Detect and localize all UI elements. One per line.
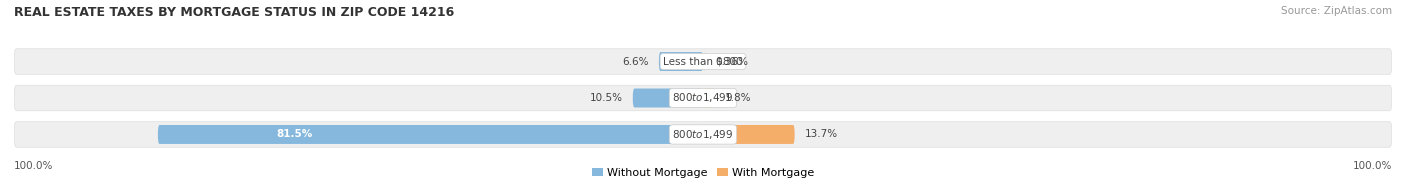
Text: 6.6%: 6.6% bbox=[623, 56, 648, 66]
Legend: Without Mortgage, With Mortgage: Without Mortgage, With Mortgage bbox=[592, 168, 814, 178]
Text: $800 to $1,499: $800 to $1,499 bbox=[672, 92, 734, 104]
FancyBboxPatch shape bbox=[14, 122, 1392, 147]
Text: REAL ESTATE TAXES BY MORTGAGE STATUS IN ZIP CODE 14216: REAL ESTATE TAXES BY MORTGAGE STATUS IN … bbox=[14, 6, 454, 19]
Text: Less than $800: Less than $800 bbox=[664, 56, 742, 66]
FancyBboxPatch shape bbox=[633, 89, 703, 107]
Text: 100.0%: 100.0% bbox=[1353, 161, 1392, 171]
Text: Source: ZipAtlas.com: Source: ZipAtlas.com bbox=[1281, 6, 1392, 16]
Text: 0.36%: 0.36% bbox=[716, 56, 748, 66]
FancyBboxPatch shape bbox=[703, 125, 794, 144]
FancyBboxPatch shape bbox=[14, 85, 1392, 111]
FancyBboxPatch shape bbox=[703, 52, 706, 71]
FancyBboxPatch shape bbox=[703, 89, 716, 107]
Text: $800 to $1,499: $800 to $1,499 bbox=[672, 128, 734, 141]
Text: 81.5%: 81.5% bbox=[276, 130, 312, 140]
Text: 13.7%: 13.7% bbox=[804, 130, 838, 140]
Text: 1.8%: 1.8% bbox=[725, 93, 752, 103]
FancyBboxPatch shape bbox=[14, 49, 1392, 74]
FancyBboxPatch shape bbox=[659, 52, 703, 71]
FancyBboxPatch shape bbox=[157, 125, 703, 144]
Text: 100.0%: 100.0% bbox=[14, 161, 53, 171]
Text: 10.5%: 10.5% bbox=[589, 93, 623, 103]
